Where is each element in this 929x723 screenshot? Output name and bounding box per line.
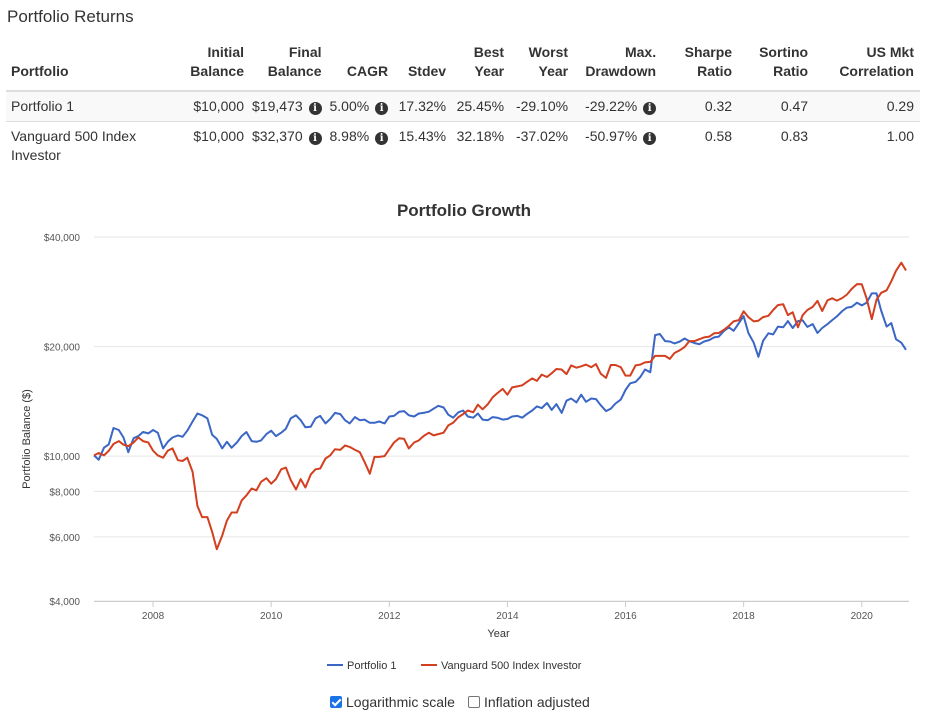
cell-stdev: 17.32% (394, 90, 453, 122)
cell-initial-balance: $10,000 (182, 121, 250, 170)
cell-sortino-ratio: 0.47 (738, 90, 815, 122)
cell-us-mkt-correlation: 0.29 (814, 90, 920, 122)
table-row: Vanguard 500 Index Investor $10,000 $32,… (6, 121, 920, 170)
cell-cagr: 8.98% i (327, 121, 395, 170)
cell-worst-year: -29.10% (510, 90, 575, 122)
portfolio-returns-table: Portfolio Initial Balance Final Balance CA… (6, 43, 920, 170)
chart-title: Portfolio Growth (397, 201, 531, 220)
cell-best-year: 25.45% (452, 90, 511, 122)
x-tick-label: 2020 (851, 611, 874, 622)
legend-label: Portfolio 1 (347, 660, 397, 672)
chart-options: Logarithmic scale Inflation adjusted (330, 694, 590, 710)
x-tick-label: 2014 (496, 611, 519, 622)
y-axis-label: Portfolio Balance ($) (21, 389, 33, 489)
header-us-mkt-correlation: US Mkt Correlation (814, 43, 920, 92)
cell-portfolio: Portfolio 1 (6, 90, 182, 122)
x-tick-label: 2016 (614, 611, 637, 622)
cell-portfolio: Vanguard 500 Index Investor (6, 121, 182, 170)
legend-item-vanguard-500[interactable]: Vanguard 500 Index Investor (421, 660, 582, 672)
info-icon[interactable]: i (308, 102, 322, 115)
legend-item-portfolio-1[interactable]: Portfolio 1 (327, 660, 397, 672)
y-tick-label: $8,000 (49, 487, 80, 498)
cell-cagr: 5.00% i (327, 90, 395, 122)
cell-best-year: 32.18% (452, 121, 511, 170)
cell-final-balance: $32,370 i (250, 121, 328, 170)
header-sharpe-ratio: Sharpe Ratio (662, 43, 739, 92)
cell-initial-balance: $10,000 (182, 90, 250, 122)
table-header-row: Portfolio Initial Balance Final Balance CA… (6, 43, 920, 92)
log-scale-label: Logarithmic scale (346, 694, 455, 710)
cell-sortino-ratio: 0.83 (738, 121, 815, 170)
cell-sharpe-ratio: 0.32 (662, 90, 739, 122)
cell-sharpe-ratio: 0.58 (662, 121, 739, 170)
header-stdev: Stdev (394, 43, 453, 92)
cell-stdev: 15.43% (394, 121, 453, 170)
series-line-vanguard-500 (93, 261, 907, 551)
section-title: Portfolio Returns (7, 7, 134, 26)
header-max-drawdown: Max. Drawdown (574, 43, 663, 92)
inflation-adjusted-checkbox[interactable] (467, 696, 480, 708)
info-icon[interactable]: i (375, 132, 389, 145)
y-tick-label: $40,000 (44, 233, 81, 244)
y-tick-label: $6,000 (49, 533, 80, 544)
cell-us-mkt-correlation: 1.00 (814, 121, 920, 170)
inflation-adjusted-label: Inflation adjusted (483, 694, 590, 710)
x-tick-label: 2012 (378, 611, 401, 622)
header-initial-balance: Initial Balance (182, 43, 250, 92)
x-axis-label: Year (487, 628, 510, 640)
portfolio-growth-chart: Portfolio Growth $4,000 $6,000 $8,000 $10,00… (21, 201, 909, 672)
table-row: Portfolio 1 $10,000 $19,473 i 5.00% i 17… (6, 90, 920, 122)
cell-max-drawdown: -29.22% i (574, 90, 663, 122)
y-tick-label: $4,000 (49, 597, 80, 608)
log-scale-option[interactable]: Logarithmic scale (330, 694, 455, 710)
log-scale-checkbox[interactable] (330, 696, 342, 708)
cell-final-balance: $19,473 i (250, 90, 328, 122)
header-portfolio: Portfolio (6, 43, 182, 92)
legend-label: Vanguard 500 Index Investor (441, 660, 582, 672)
header-cagr: CAGR (327, 43, 395, 92)
info-icon[interactable]: i (643, 102, 657, 115)
x-tick-label: 2008 (142, 611, 165, 622)
x-tick-label: 2010 (260, 611, 283, 622)
inflation-option[interactable]: Inflation adjusted (467, 694, 590, 710)
series-line-portfolio-1 (93, 292, 907, 461)
y-tick-label: $20,000 (44, 343, 81, 354)
x-tick-label: 2018 (733, 611, 756, 622)
header-best-year: Best Year (452, 43, 511, 92)
header-final-balance: Final Balance (250, 43, 328, 92)
info-icon[interactable]: i (643, 132, 657, 145)
y-tick-label: $10,000 (44, 452, 81, 463)
info-icon[interactable]: i (308, 132, 322, 145)
header-worst-year: Worst Year (510, 43, 575, 92)
info-icon[interactable]: i (375, 102, 389, 115)
header-sortino-ratio: Sortino Ratio (738, 43, 815, 92)
cell-worst-year: -37.02% (510, 121, 575, 170)
cell-max-drawdown: -50.97% i (574, 121, 663, 170)
